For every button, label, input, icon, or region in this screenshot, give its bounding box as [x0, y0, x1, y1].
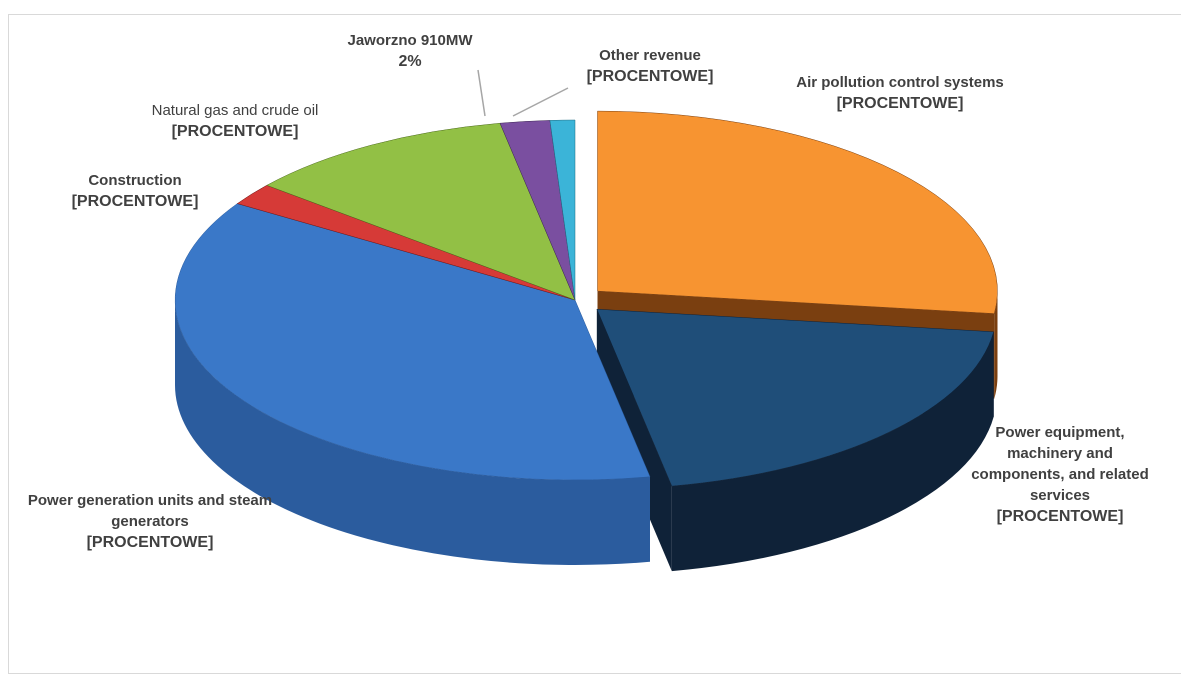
- category-label: Power equipment, machinery and component…: [971, 424, 1149, 504]
- pie-slice: [597, 110, 998, 314]
- slice-side: [994, 291, 998, 399]
- slice-label: Power equipment, machinery and component…: [968, 422, 1153, 527]
- category-label: Natural gas and crude oil: [151, 102, 319, 119]
- value-label: [PROCENTOWE]: [71, 193, 199, 210]
- leader-line: [477, 69, 486, 117]
- value-label: [PROCENTOWE]: [171, 123, 299, 140]
- category-label: Power generation units and steam generat…: [27, 492, 273, 530]
- value-label: [PROCENTOWE]: [836, 95, 964, 112]
- category-label: Air pollution control systems: [796, 74, 1004, 91]
- value-label: [PROCENTOWE]: [586, 68, 714, 85]
- pie-slice: [549, 119, 576, 301]
- slice-side: [671, 331, 994, 572]
- category-label: Other revenue: [599, 47, 701, 64]
- leader-line: [512, 87, 569, 117]
- value-label: [PROCENTOWE]: [86, 534, 214, 551]
- slice-label: Construction [PROCENTOWE]: [45, 170, 225, 212]
- category-label: Construction: [88, 172, 182, 189]
- pie-slice: [596, 308, 995, 487]
- slice-label: Jaworzno 910MW 2%: [325, 30, 495, 72]
- value-label: [PROCENTOWE]: [996, 508, 1124, 525]
- pie-slice: [174, 203, 651, 481]
- slice-label: Natural gas and crude oil [PROCENTOWE]: [105, 100, 365, 142]
- category-label: Jaworzno 910MW: [347, 32, 473, 49]
- slice-label: Other revenue [PROCENTOWE]: [560, 45, 740, 87]
- value-label: 2%: [398, 53, 422, 70]
- slice-label: Air pollution control systems [PROCENTOWE…: [790, 72, 1010, 114]
- slice-label: Power generation units and steam generat…: [25, 490, 275, 553]
- slice-side: [175, 300, 650, 565]
- pie-slice: [266, 122, 576, 301]
